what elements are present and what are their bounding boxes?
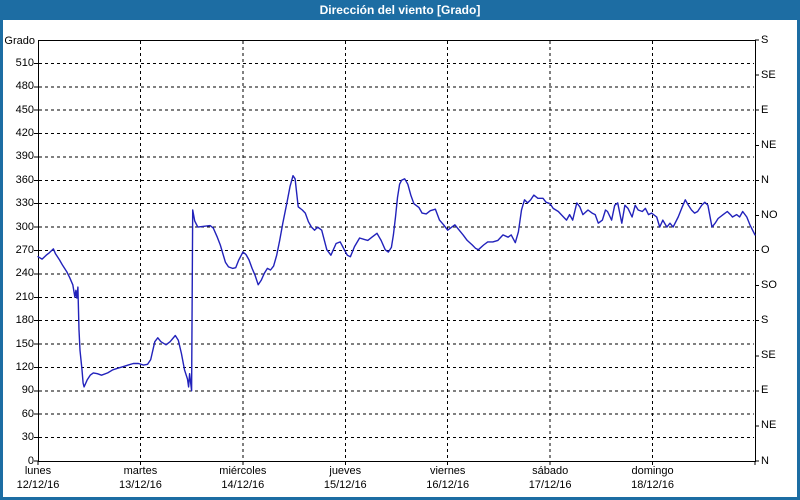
y-axis-tick-label: 30 [21, 431, 34, 444]
wind-direction-series-line [37, 174, 756, 392]
compass-tick-label: S [761, 314, 769, 327]
x-axis-day-label: domingo [631, 465, 674, 477]
x-axis-date-label: 16/12/16 [426, 479, 470, 491]
y-axis-tick-label: 480 [15, 80, 34, 93]
y-axis-tick-label: 210 [15, 290, 34, 303]
compass-tick-label: S [761, 33, 769, 46]
y-axis-tick-label: 450 [15, 103, 34, 116]
x-axis-day-label: viernes [429, 465, 466, 477]
y-axis-tick-label: 60 [21, 407, 34, 420]
x-axis-date-label: 14/12/16 [221, 479, 265, 491]
x-axis-day-label: miércoles [219, 465, 267, 477]
y-axis-tick-label: 240 [15, 267, 34, 280]
x-axis-day-label: martes [123, 465, 158, 477]
y-axis-tick-label: 180 [15, 314, 34, 327]
compass-tick-label: SE [761, 68, 776, 81]
compass-tick-label: SO [761, 279, 777, 292]
x-axis-day-label: sábado [532, 465, 569, 477]
y-axis-tick-label: 420 [15, 127, 34, 140]
y-axis-tick-label: 270 [15, 244, 34, 256]
window-titlebar: Dirección del viento [Grado] [0, 0, 800, 20]
x-axis-date-label: 17/12/16 [528, 479, 572, 491]
y-axis-tick-label: 360 [15, 173, 34, 186]
y-axis-title: Grado [4, 35, 35, 47]
compass-tick-label: E [761, 384, 769, 397]
wind-direction-chart [34, 39, 759, 465]
y-axis-tick-label: 90 [21, 384, 34, 397]
x-axis-date-label: 12/12/16 [16, 479, 60, 491]
window-title: Dirección del viento [Grado] [319, 3, 481, 17]
x-axis-date-label: 13/12/16 [119, 479, 162, 491]
compass-tick-label: NE [761, 138, 777, 151]
compass-tick-label: N [761, 173, 769, 186]
chart-area: Grado 0 30 60 90 120 150 180 210 240 270 300 330 360… [3, 20, 797, 497]
x-axis-day-label: jueves [329, 465, 362, 477]
y-axis-tick-label: 120 [15, 360, 34, 373]
compass-tick-label: N [761, 454, 769, 467]
y-axis-tick-label: 0 [27, 454, 34, 467]
compass-tick-label: NO [761, 208, 778, 221]
compass-tick-label: E [761, 103, 769, 116]
x-axis-date-label: 18/12/16 [631, 479, 674, 491]
y-axis-tick-label: 150 [15, 337, 34, 350]
y-axis-tick-label: 390 [15, 150, 34, 163]
y-axis-tick-label: 300 [15, 220, 34, 233]
x-axis-date-label: 15/12/16 [323, 479, 367, 491]
compass-tick-label: O [761, 244, 770, 256]
compass-tick-label: SE [761, 349, 776, 362]
y-axis-tick-label: 330 [15, 197, 34, 210]
x-axis-day-label: lunes [24, 465, 52, 477]
y-axis-tick-label: 510 [15, 56, 34, 69]
compass-tick-label: NE [761, 419, 777, 432]
